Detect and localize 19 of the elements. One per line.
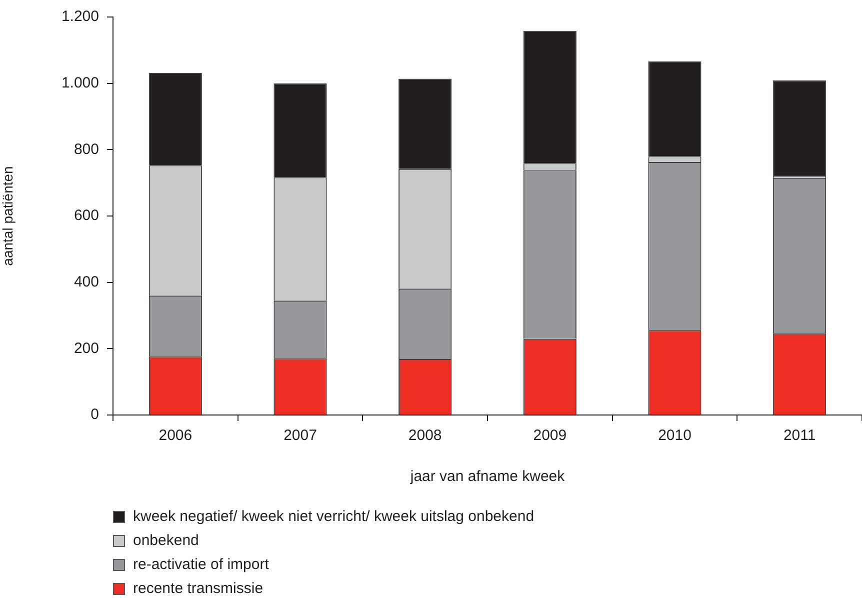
y-axis-title: aantal patiënten (0, 166, 16, 266)
legend-label: re-activatie of import (133, 555, 269, 575)
legend-label: recente transmissie (133, 579, 264, 598)
y-tick-label: 600 (74, 207, 99, 224)
x-tick-label: 2007 (284, 427, 317, 444)
y-tick-label: 1.000 (61, 74, 99, 92)
x-tick-label: 2010 (658, 427, 692, 444)
legend-label: kweek negatief/ kweek niet verricht/ kweek uitslag onbekend (133, 507, 534, 527)
x-axis-title: jaar van afname kweek (409, 468, 566, 486)
y-tick-label: 800 (74, 140, 99, 158)
x-tick-label: 2008 (408, 427, 442, 444)
y-tick-label: 200 (74, 340, 99, 357)
x-tick-label: 2011 (783, 427, 816, 444)
legend-label: onbekend (133, 531, 199, 551)
y-tick-label: 0 (90, 406, 99, 424)
x-tick-label: 2006 (158, 427, 192, 444)
y-tick-label: 1.200 (61, 8, 99, 26)
x-tick-label: 2009 (533, 427, 567, 444)
y-tick-label: 400 (74, 273, 99, 290)
